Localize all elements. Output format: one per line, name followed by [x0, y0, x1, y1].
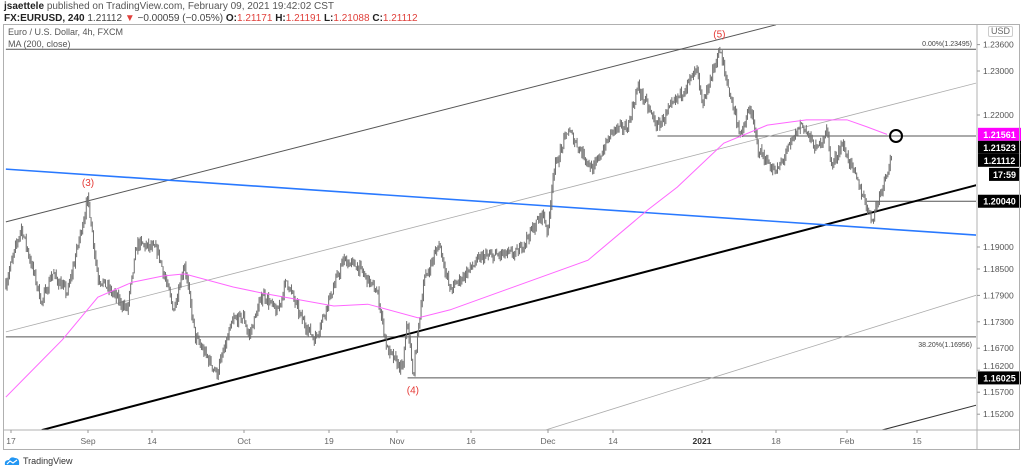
fib-label: 0.00%(1.23495) — [922, 41, 972, 48]
author: jsaettele — [4, 1, 45, 12]
plot-area: 0.00%(1.23495) 38.20%(1.16956) (3) (4) (5) — [5, 25, 976, 430]
y-tick-label: 1.17900 — [983, 290, 1014, 300]
open-label: O: — [225, 13, 238, 24]
y-tick-label: 1.15700 — [983, 387, 1014, 397]
y-tick-label: 1.23000 — [983, 66, 1014, 76]
y-tick-label: 1.15200 — [983, 409, 1014, 419]
low-value: 1.21088 — [333, 13, 370, 24]
x-tick-label: 18 — [771, 436, 781, 446]
tradingview-logo[interactable]: TradingView — [4, 456, 73, 466]
price-label-bg — [978, 371, 1021, 385]
price-label: 1.21561 — [983, 130, 1016, 140]
price-change: −0.00059 (−0.05%) — [137, 13, 224, 24]
price-label: 1.21112 — [984, 156, 1016, 166]
x-tick-label: 17 — [6, 436, 16, 446]
last-price: 1.21112 — [87, 13, 123, 24]
price-label: 1.21523 — [983, 143, 1016, 153]
high-value: 1.21191 — [285, 13, 322, 24]
trendline-blue-trend — [5, 168, 976, 236]
trendline-upper-channel — [5, 25, 777, 223]
low-label: L: — [323, 13, 334, 24]
price-label: 17:59 — [993, 170, 1016, 180]
wave-label: (5) — [713, 29, 725, 40]
y-tick-label: 1.23600 — [983, 40, 1014, 50]
x-tick-label: Feb — [840, 436, 855, 446]
x-tick-label: 15 — [912, 436, 922, 446]
trendline-mid-channel — [5, 82, 976, 333]
price-label: 1.20040 — [983, 197, 1016, 207]
x-tick-label: 16 — [466, 436, 476, 446]
x-tick-label: 14 — [147, 436, 157, 446]
candles — [5, 46, 892, 381]
y-tick-label: 1.16200 — [983, 361, 1014, 371]
ma-200-line — [5, 119, 888, 398]
price-label: 1.16025 — [983, 373, 1016, 383]
x-tick-label: Oct — [237, 436, 251, 446]
currency-button[interactable]: USD — [988, 26, 1014, 37]
tradingview-cloud-icon — [4, 457, 20, 465]
target-circle — [889, 128, 903, 143]
trendline-lower-channel — [544, 294, 976, 430]
y-tick-label: 1.18500 — [983, 264, 1014, 274]
x-tick-label: 19 — [324, 436, 334, 446]
symbol: FX:EURUSD, 240 — [4, 13, 85, 24]
close-value: 1.21112 — [382, 13, 418, 24]
price-label-bg — [978, 194, 1021, 208]
y-tick-label: 1.16700 — [983, 343, 1014, 353]
publish-text: published on TradingView.com, February 0… — [46, 1, 335, 12]
trendline-lower-dark — [881, 404, 976, 430]
price-label-bg — [978, 127, 1021, 141]
trendline-support — [41, 184, 976, 430]
x-tick-label: Nov — [389, 436, 405, 446]
high-label: H: — [275, 13, 286, 24]
x-tick-label: Dec — [540, 436, 556, 446]
open-value: 1.21171 — [237, 13, 273, 24]
close-label: C: — [372, 13, 383, 24]
publish-info: jsaettele published on TradingView.com, … — [4, 1, 334, 12]
y-tick-label: 1.19000 — [983, 242, 1014, 252]
down-arrow-icon: ▼ — [124, 13, 135, 24]
x-tick-label: 14 — [608, 436, 618, 446]
price-label-bg — [978, 153, 1021, 167]
price-label-bg — [978, 140, 1021, 154]
legend-title: Euro / U.S. Dollar, 4h, FXCM — [8, 27, 124, 37]
legend-ma[interactable]: MA (200, close) — [8, 39, 71, 49]
wave-label: (4) — [407, 386, 419, 397]
fib-label: 38.20%(1.16956) — [918, 342, 972, 349]
ohlc-bar: FX:EURUSD, 240 1.21112 ▼ −0.00059 (−0.05… — [4, 13, 418, 24]
chart-pane — [3, 24, 1020, 450]
y-tick-label: 1.22000 — [983, 110, 1014, 120]
brand: TradingView — [23, 456, 73, 466]
x-tick-label: Sep — [80, 436, 95, 446]
price-label-bg — [989, 167, 1020, 181]
wave-label: (3) — [82, 178, 94, 189]
x-tick-label: 2021 — [693, 436, 712, 446]
y-tick-label: 1.17300 — [983, 317, 1014, 327]
